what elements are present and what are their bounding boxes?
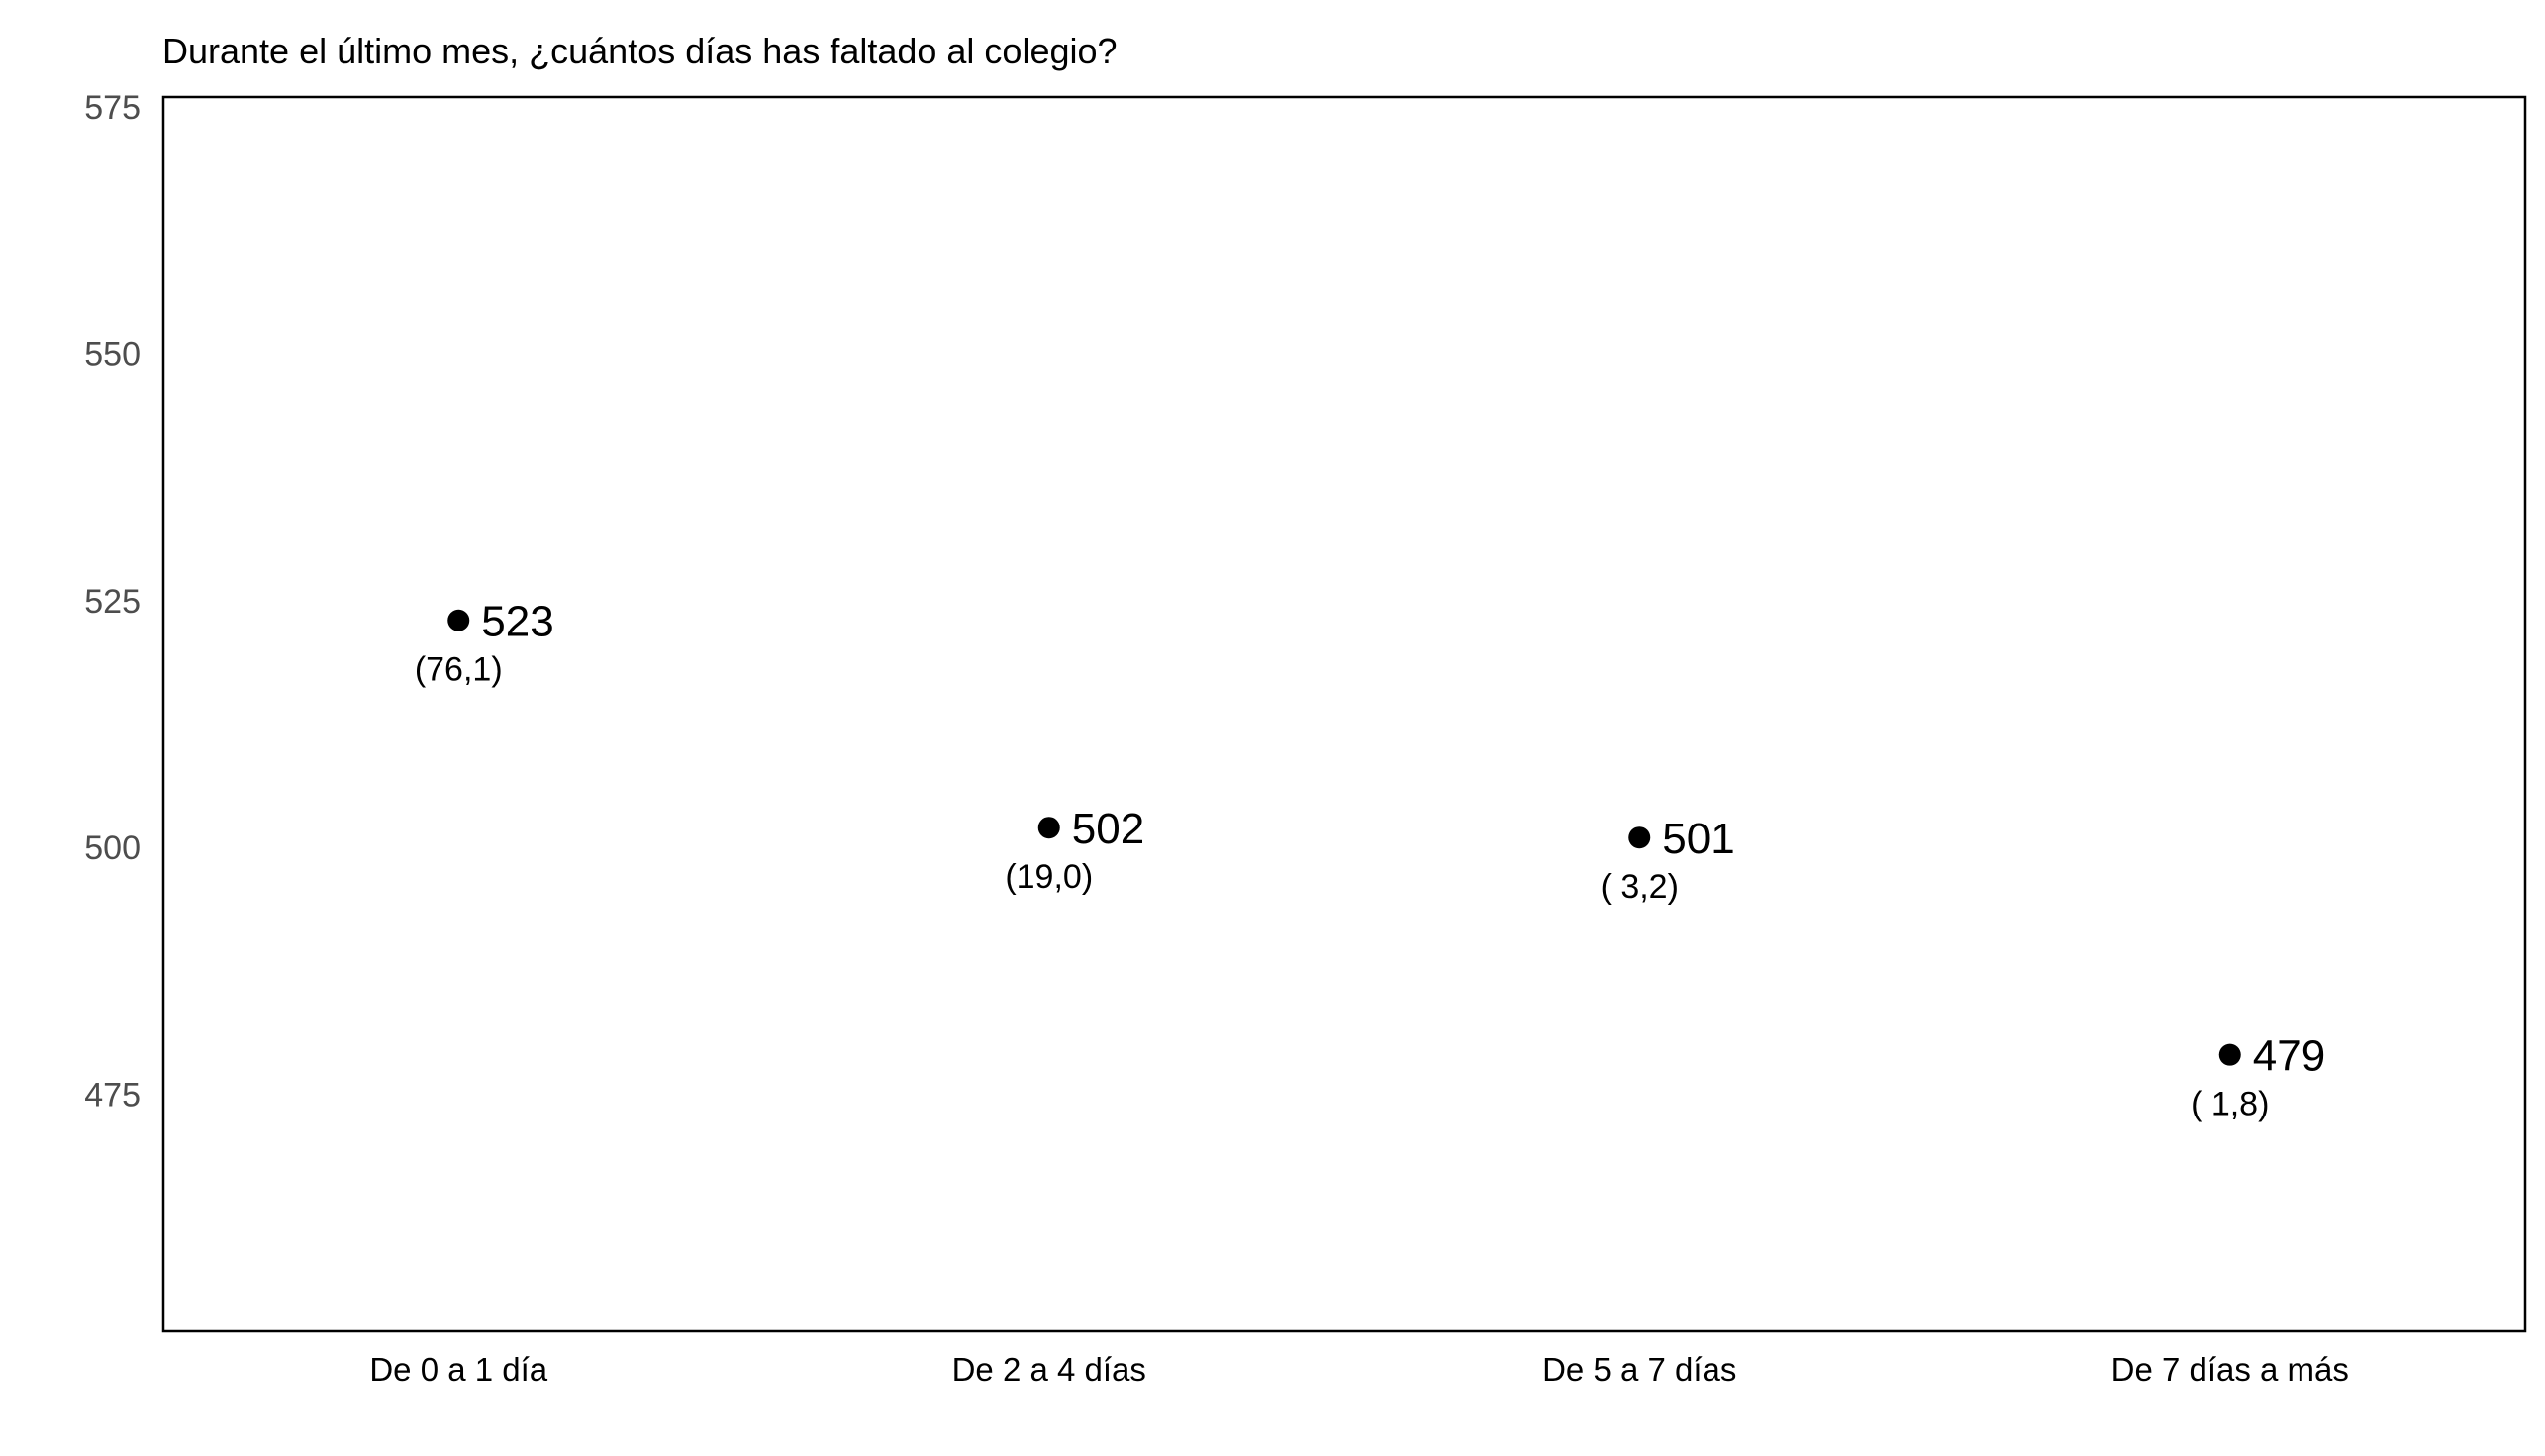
data-point bbox=[1628, 826, 1651, 849]
x-tick-label: De 7 días a más bbox=[2111, 1351, 2349, 1388]
y-tick-label: 575 bbox=[84, 89, 141, 127]
plot-frame bbox=[161, 95, 2527, 1333]
value-label: 502 bbox=[1072, 805, 1144, 853]
y-axis-ticks: 475 500 525 550 575 bbox=[84, 89, 141, 1115]
y-tick-label: 550 bbox=[84, 336, 141, 373]
x-tick-label: De 5 a 7 días bbox=[1542, 1351, 1736, 1388]
value-label: 479 bbox=[2253, 1032, 2325, 1081]
y-tick-label: 525 bbox=[84, 583, 141, 621]
data-point bbox=[447, 609, 470, 631]
percent-label: ( 1,8) bbox=[2191, 1086, 2269, 1123]
x-tick-label: De 2 a 4 días bbox=[952, 1351, 1146, 1388]
y-tick-label: 500 bbox=[84, 829, 141, 867]
chart-title: Durante el último mes, ¿cuántos días has… bbox=[162, 31, 1118, 71]
percent-label: (19,0) bbox=[1005, 858, 1093, 896]
value-label: 523 bbox=[481, 598, 553, 646]
value-label: 501 bbox=[1662, 815, 1734, 863]
data-point bbox=[2218, 1043, 2241, 1066]
percent-label: (76,1) bbox=[415, 651, 503, 689]
data-point bbox=[1037, 817, 1060, 839]
percent-label: ( 3,2) bbox=[1601, 868, 1679, 906]
y-tick-label: 475 bbox=[84, 1077, 141, 1115]
data-points: 523 (76,1) 502 (19,0) 501 ( 3,2) 479 ( 1,8) bbox=[415, 598, 2325, 1123]
x-axis-ticks: De 0 a 1 día De 2 a 4 días De 5 a 7 días De… bbox=[369, 1351, 2349, 1388]
x-tick-label: De 0 a 1 día bbox=[369, 1351, 547, 1388]
